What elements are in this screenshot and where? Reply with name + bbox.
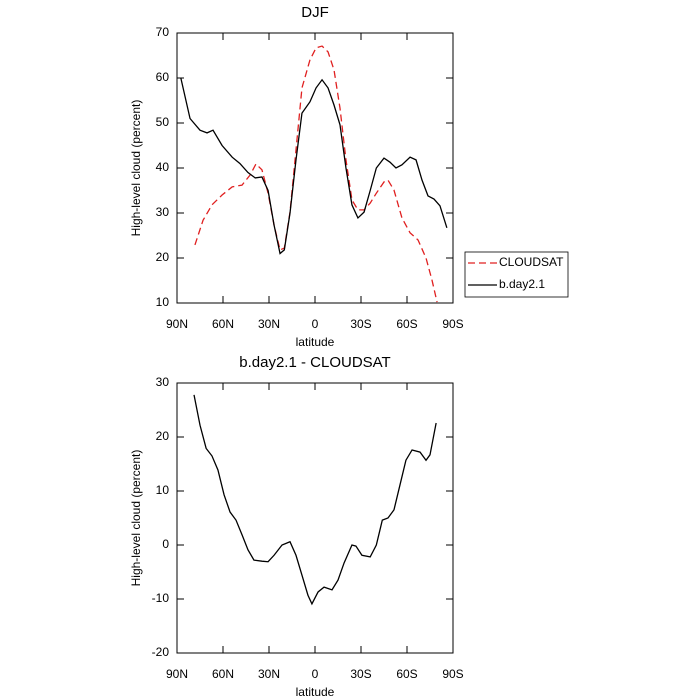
y-tick-label: 20 [156, 429, 170, 443]
x-tick-label: 0 [312, 317, 319, 331]
y-tick-label: 50 [156, 115, 170, 129]
y-axis-label: High-level cloud (percent) [129, 100, 143, 237]
plot-frame [176, 382, 454, 654]
y-tick-label: 10 [156, 483, 170, 497]
legend-label: b.day2.1 [499, 277, 545, 291]
x-tick-label: 30N [258, 317, 280, 331]
legend-box [464, 251, 569, 298]
y-tick-label: 70 [156, 25, 170, 39]
x-tick-label: 30S [350, 667, 371, 681]
y-axis-label: High-level cloud (percent) [129, 450, 143, 587]
y-tick-label: 20 [156, 250, 170, 264]
y-tick-label: 40 [156, 160, 170, 174]
x-axis-label: latitude [296, 685, 335, 699]
x-axis-label: latitude [296, 335, 335, 349]
chart-title: DJF [301, 4, 329, 21]
y-tick-label: 0 [162, 537, 169, 551]
y-tick-label: -20 [152, 645, 170, 659]
data-line [180, 77, 448, 255]
x-tick-label: 60S [396, 317, 417, 331]
plot-frame [176, 32, 454, 304]
y-tick-label: 60 [156, 70, 170, 84]
x-tick-label: 60S [396, 667, 417, 681]
x-tick-label: 90S [442, 317, 463, 331]
x-tick-label: 60N [212, 317, 234, 331]
chart-title: b.day2.1 - CLOUDSAT [239, 354, 390, 371]
x-tick-label: 30N [258, 667, 280, 681]
y-tick-label: -10 [152, 591, 170, 605]
x-tick-label: 60N [212, 667, 234, 681]
data-line [194, 45, 438, 303]
x-tick-label: 90S [442, 667, 463, 681]
x-tick-label: 90N [166, 317, 188, 331]
x-tick-label: 30S [350, 317, 371, 331]
y-tick-label: 30 [156, 375, 170, 389]
legend-label: CLOUDSAT [499, 255, 564, 269]
x-tick-label: 90N [166, 667, 188, 681]
y-tick-label: 30 [156, 205, 170, 219]
x-tick-label: 0 [312, 667, 319, 681]
data-line [193, 394, 437, 606]
y-tick-label: 10 [156, 295, 170, 309]
